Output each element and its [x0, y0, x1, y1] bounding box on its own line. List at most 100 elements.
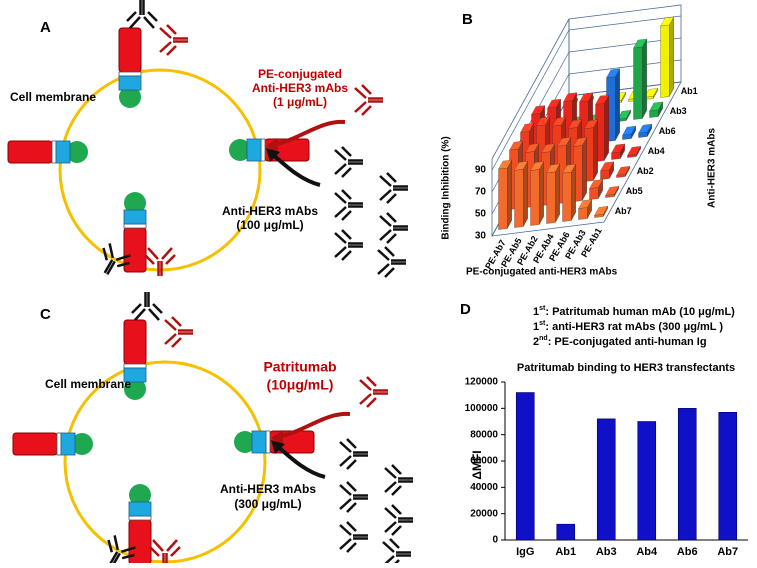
bar: [515, 392, 535, 541]
x-axis-label: PE-conjugated anti-HER3 mAbs: [466, 267, 618, 278]
series-label: Ab7: [615, 206, 632, 216]
x-tick-label: Ab1: [555, 546, 576, 558]
annotation-suffix: st: [539, 320, 546, 327]
competitor-label: Anti-HER3 mAbs: [222, 204, 318, 218]
bar-front: [660, 24, 670, 98]
annotation-text: : Patritumab human mAb (10 μg/mL): [545, 306, 735, 318]
bar: [596, 418, 616, 541]
panel-label: D: [460, 301, 471, 318]
annotation-ordinal: 1: [533, 321, 539, 333]
bar-front: [633, 46, 643, 120]
bar: [562, 163, 576, 222]
bar-front: [622, 133, 632, 140]
annotation-ordinal: 1: [533, 306, 539, 318]
bar-front: [562, 171, 572, 222]
y-tick-label: 20000: [470, 508, 498, 519]
bar: [530, 161, 544, 226]
y-tick-label: 40000: [470, 482, 498, 493]
x-tick-label: Ab3: [596, 546, 617, 558]
series-label: Ab3: [670, 106, 687, 116]
bar: [594, 206, 608, 218]
chart-title: Patritumab binding to HER3 transfectants: [517, 362, 735, 374]
bar-front: [578, 207, 588, 220]
probe-label: Anti-HER3 mAbs: [252, 81, 348, 95]
bar: [498, 159, 512, 230]
bar: [637, 421, 657, 541]
bar: [649, 101, 663, 118]
series-label: Ab4: [648, 146, 665, 156]
bar: [611, 143, 625, 160]
x-tick-label: Ab7: [717, 546, 738, 558]
bar: [633, 38, 647, 120]
bar: [616, 166, 630, 178]
probe-label: (10μg/mL): [267, 377, 334, 393]
y-tick-label: 60000: [470, 456, 498, 467]
bar: [606, 68, 620, 142]
probe-label: (1 μg/mL): [273, 95, 327, 109]
membrane-label: Cell membrane: [45, 377, 131, 391]
membrane-label: Cell membrane: [10, 90, 96, 104]
bar-front: [530, 169, 540, 226]
bar-side: [582, 137, 587, 201]
y-tick-label: 30: [475, 231, 487, 242]
bar-side: [571, 164, 576, 221]
diagram-c: [13, 292, 413, 563]
bar-side: [593, 119, 598, 181]
annotation-suffix: nd: [539, 335, 548, 342]
bar-side: [539, 161, 544, 225]
bar-front: [638, 131, 648, 138]
diagram-a: [8, 0, 408, 281]
bar-front: [616, 174, 626, 178]
annotation-ordinal: 2: [533, 336, 539, 348]
annotation: 1st: anti-HER3 rat mAbs (300 μg/mL ): [533, 320, 723, 333]
bar-front: [627, 154, 637, 158]
bar: [677, 408, 697, 541]
competitor-label: Anti-HER3 mAbs: [220, 482, 316, 496]
annotation-text: : PE-conjugated anti-human Ig: [548, 336, 707, 348]
bar-front: [600, 169, 610, 180]
series-label: Ab2: [637, 166, 654, 176]
bar-front: [594, 214, 604, 218]
bar-front: [498, 167, 508, 230]
x-tick-label: Ab4: [636, 546, 658, 558]
annotation: 1st: Patritumab human mAb (10 μg/mL): [533, 305, 735, 318]
y-tick-label: 70: [475, 187, 487, 198]
bar-side: [604, 95, 609, 161]
bar: [627, 146, 641, 158]
panel-label: C: [40, 306, 51, 323]
bar: [638, 123, 652, 138]
probe-label: Patritumab: [263, 359, 336, 375]
x-tick-label: Ab6: [677, 546, 698, 558]
bar: [660, 16, 674, 98]
competitor-label: (100 μg/mL): [236, 218, 303, 232]
bar-front: [546, 171, 556, 224]
y-tick-label: 120000: [465, 377, 499, 388]
bar-front: [649, 109, 659, 118]
bar: [718, 411, 738, 541]
bar-front: [605, 194, 615, 198]
x-tick-label: IgG: [516, 546, 534, 558]
bar: [578, 199, 592, 220]
bar-side: [555, 163, 560, 223]
bar-front: [514, 169, 524, 228]
annotation: 2nd: PE-conjugated anti-human Ig: [533, 335, 707, 348]
series-label: Ab6: [659, 126, 676, 136]
panel-label: A: [40, 19, 51, 36]
y-axis-label: Binding Inhibition (%): [441, 136, 452, 239]
bar: [546, 163, 560, 224]
probe-label: PE-conjugated: [258, 67, 342, 81]
bar-side: [642, 38, 647, 119]
competitor-label: (300 μg/mL): [234, 497, 301, 511]
bar: [556, 523, 576, 541]
bar: [622, 125, 636, 140]
bar-side: [669, 16, 674, 97]
series-axis-label: Anti-HER3 mAbs: [707, 128, 718, 208]
panel-label: B: [462, 11, 473, 28]
bar-side: [615, 68, 620, 141]
series-label: Ab5: [626, 186, 643, 196]
y-tick-label: 100000: [465, 403, 499, 414]
annotation-text: : anti-HER3 rat mAbs (300 μg/mL ): [545, 321, 723, 333]
bar: [605, 186, 619, 198]
bar-front: [589, 187, 599, 200]
